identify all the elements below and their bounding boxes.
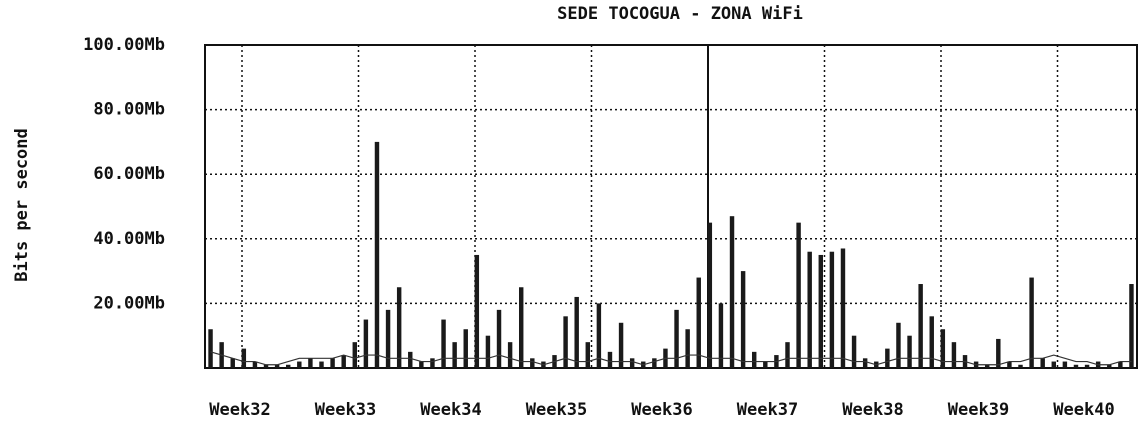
y-tick-label: 100.00Mb [83,35,165,55]
bar [918,284,923,368]
bar [862,358,868,368]
bar [241,348,247,368]
bar [940,329,946,368]
bar [496,309,502,368]
bar [285,364,291,368]
bar [441,319,446,368]
x-tick-label: Week38 [842,400,903,420]
x-tick-label: Week34 [420,400,481,420]
bar [252,361,258,368]
x-tick-label: Week39 [948,400,1009,420]
bar [1051,361,1057,368]
bar [840,248,846,368]
bar [374,141,380,368]
bar [419,361,424,368]
bar [1107,364,1112,368]
bar [996,338,1001,368]
bar [1062,361,1068,368]
bar [1073,364,1079,368]
bar [452,342,457,368]
x-tick-label: Week36 [631,400,692,420]
bar [330,358,335,368]
bar [785,342,790,368]
bar [1018,364,1023,368]
x-tick-label: Week32 [209,400,270,420]
plot-frame [204,44,1138,369]
bar [929,316,934,368]
bar [596,303,602,368]
bar [585,342,591,368]
bar [563,316,568,368]
bar [518,287,524,368]
bar [984,364,990,368]
bar [1118,361,1123,368]
bar [829,251,835,368]
bar [629,358,635,368]
bar [751,351,757,368]
average-line [210,351,1132,366]
bar [1084,364,1090,368]
bar [718,303,724,368]
y-tick-label: 80.00Mb [93,100,165,120]
bar [574,296,579,368]
bar [707,222,713,368]
bar [297,361,302,368]
x-tick-label: Week37 [737,400,798,420]
x-tick-label: Week40 [1053,400,1114,420]
bar [652,358,657,368]
y-tick-label: 40.00Mb [93,229,165,249]
bar [907,335,912,368]
bar [474,254,480,368]
chart-title: SEDE TOCOGUA - ZONA WiFi [557,4,803,24]
x-tick-label: Week33 [315,400,376,420]
bar [607,351,613,368]
bar [740,271,746,368]
bar [352,342,358,368]
bar [208,329,213,368]
bar [685,329,690,368]
bar [1007,361,1012,368]
bar [308,358,313,368]
y-axis-label: Bits per second [12,128,32,282]
bar [485,335,491,368]
bar [1040,358,1045,368]
bar [696,277,701,368]
bar [263,364,269,368]
bar [763,361,768,368]
bar [507,342,513,368]
bar [408,351,413,368]
bar [385,309,391,368]
bar [430,358,435,368]
bar [951,342,957,368]
bar [396,287,402,368]
bar [851,335,857,368]
bar [618,322,624,368]
bar [896,322,901,368]
bar [530,358,535,368]
x-tick-label: Week35 [526,400,587,420]
bar [885,348,890,368]
bar [319,361,324,368]
bar [363,319,369,368]
y-tick-label: 20.00Mb [93,293,165,313]
bar [274,364,280,368]
bar [1029,277,1034,368]
bar [729,216,735,368]
bar [674,309,679,368]
bar [796,222,801,368]
bar [1129,284,1134,368]
bar [818,254,824,368]
bar [230,358,235,368]
bar [463,329,468,368]
y-tick-label: 60.00Mb [93,164,165,184]
bar [341,355,346,368]
bar [807,251,812,368]
